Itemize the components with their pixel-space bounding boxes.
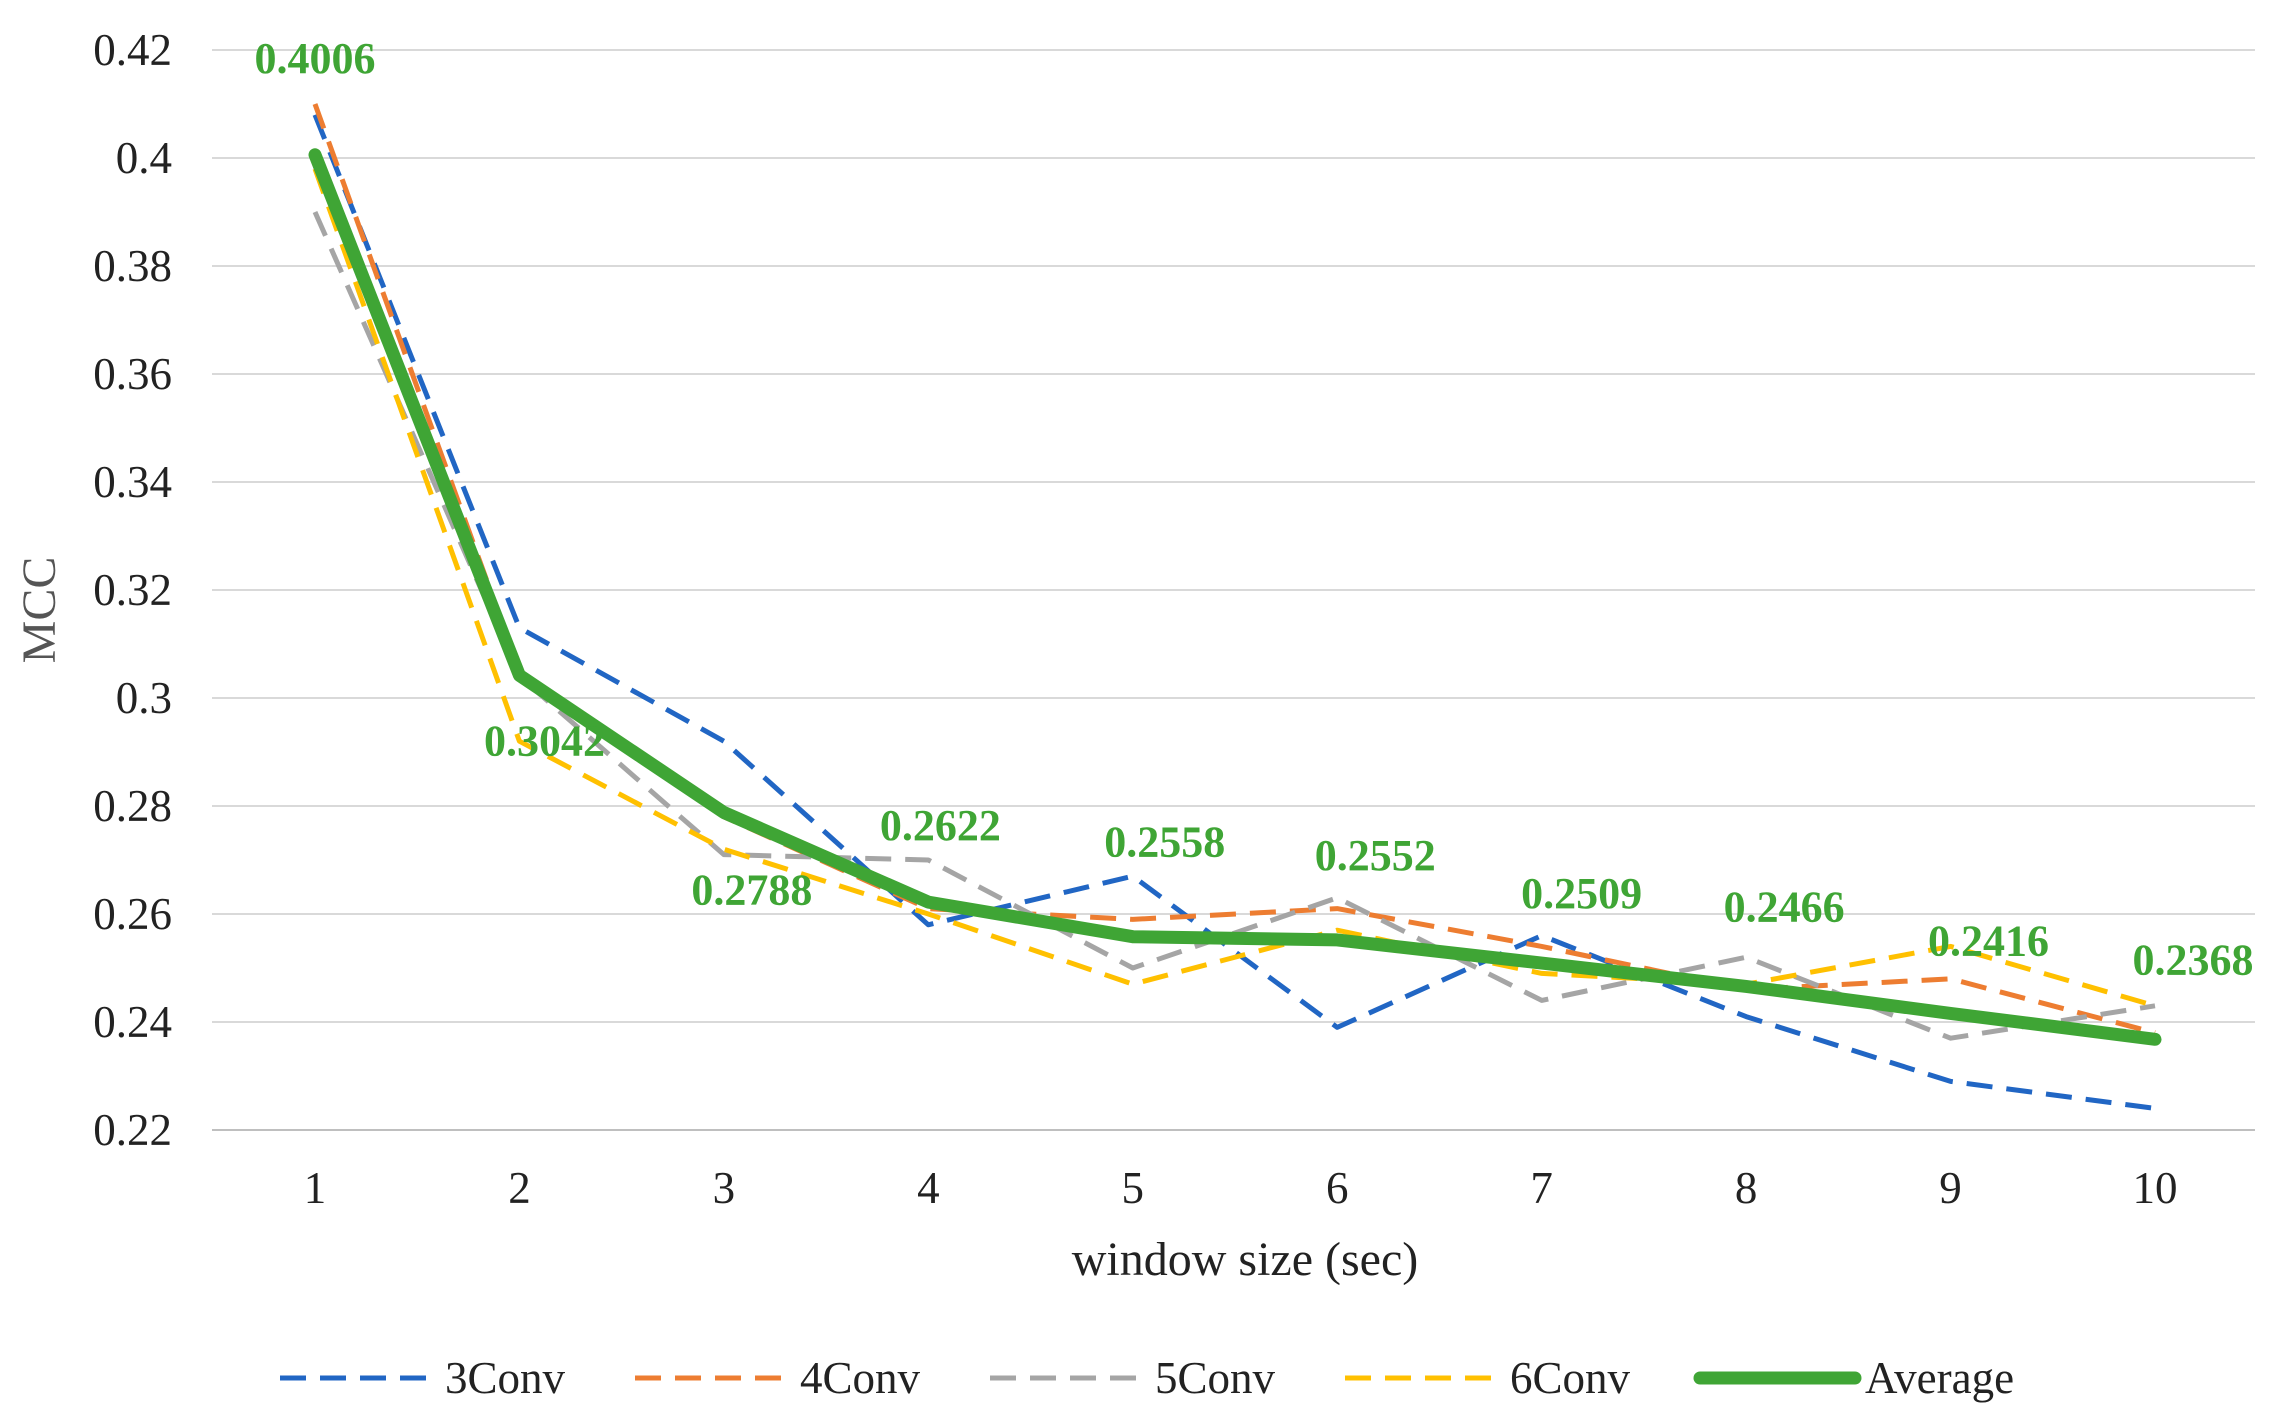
y-tick-label: 0.36 [93,349,172,399]
data-label-average: 0.2788 [691,865,812,914]
legend-label-3conv: 3Conv [445,1353,566,1403]
x-tick-label: 8 [1735,1163,1758,1213]
data-label-average: 0.2368 [2133,935,2254,984]
series-line-average [308,148,2162,1046]
series-line-6conv [312,167,2156,1009]
y-axis-title: MCC [13,557,66,664]
data-label-average: 0.2622 [880,801,1001,850]
x-tick-label: 10 [2133,1163,2178,1213]
y-tick-label: 0.22 [93,1105,172,1155]
y-tick-label: 0.28 [93,781,172,831]
data-label-average: 0.2558 [1104,818,1225,867]
x-tick-label: 4 [917,1163,940,1213]
data-label-average: 0.2416 [1928,916,2049,965]
x-tick-label: 5 [1122,1163,1145,1213]
legend: 3Conv 4Conv 5Conv 6Conv Average [280,1353,2014,1403]
y-tick-label: 0.3 [116,673,172,723]
legend-label-6conv: 6Conv [1510,1353,1631,1403]
x-tick-label: 3 [713,1163,736,1213]
y-tick-label: 0.42 [93,25,172,75]
x-tick-label: 1 [304,1163,327,1213]
y-tick-label: 0.26 [93,889,172,939]
data-label-average: 0.2466 [1724,882,1845,931]
data-label-average: 0.2552 [1315,831,1436,880]
y-tick-label: 0.4 [116,133,172,183]
x-tick-label: 6 [1326,1163,1349,1213]
y-axis-ticks: 0.22 0.24 0.26 0.28 0.3 0.32 0.34 0.36 0.38 0.4 0.… [93,25,172,1155]
y-tick-label: 0.32 [93,565,172,615]
data-label-average: 0.4006 [255,34,376,83]
x-tick-label: 2 [508,1163,531,1213]
y-tick-label: 0.38 [93,241,172,291]
y-tick-label: 0.34 [93,457,172,507]
x-axis-ticks: 1 2 3 4 5 6 7 8 9 10 [304,1163,2178,1213]
data-labels: 0.4006 0.3042 0.2788 0.2622 0.2558 0.2552 0.25… [255,34,2254,985]
legend-label-4conv: 4Conv [800,1353,921,1403]
data-label-average: 0.3042 [484,716,605,765]
legend-label-5conv: 5Conv [1155,1353,1276,1403]
y-tick-label: 0.24 [93,997,172,1047]
gridlines [212,49,2255,1131]
x-tick-label: 9 [1939,1163,1962,1213]
legend-label-average: Average [1865,1353,2014,1403]
series-line-4conv [312,103,2156,1036]
data-label-average: 0.2509 [1521,869,1642,918]
x-axis-title: window size (sec) [1072,1233,1419,1286]
series-lines [308,103,2162,1111]
x-tick-label: 7 [1530,1163,1553,1213]
